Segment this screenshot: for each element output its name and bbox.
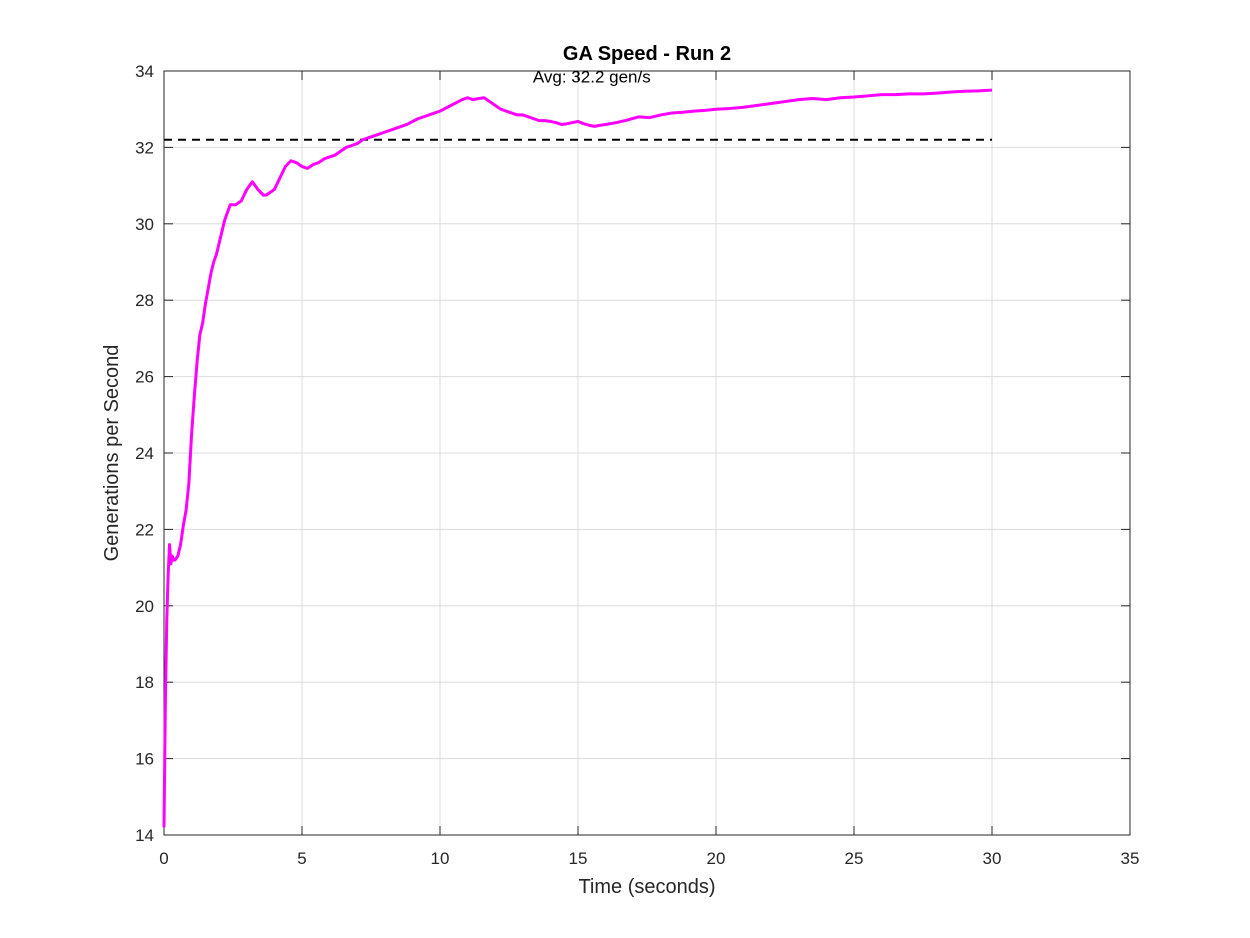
x-tick-label: 35 [1121, 849, 1140, 868]
y-tick-label: 24 [135, 444, 154, 463]
y-axis-ticks: 14 16 18 20 22 24 26 28 30 32 34 [135, 62, 1130, 845]
x-tick-label: 5 [297, 849, 306, 868]
y-tick-label: 20 [135, 597, 154, 616]
y-tick-label: 34 [135, 62, 154, 81]
x-axis-ticks: 0 5 10 15 20 25 30 35 [159, 71, 1139, 868]
x-tick-label: 30 [983, 849, 1002, 868]
y-tick-label: 22 [135, 520, 154, 539]
y-tick-label: 32 [135, 138, 154, 157]
y-tick-label: 14 [135, 826, 154, 845]
y-tick-label: 28 [135, 291, 154, 310]
x-tick-label: 20 [707, 849, 726, 868]
y-tick-label: 18 [135, 673, 154, 692]
x-tick-label: 10 [431, 849, 450, 868]
y-tick-label: 26 [135, 368, 154, 387]
x-tick-label: 15 [569, 849, 588, 868]
x-tick-label: 25 [845, 849, 864, 868]
y-axis-label: Generations per Second [101, 345, 123, 562]
grid [164, 71, 1130, 835]
x-tick-label: 0 [159, 849, 168, 868]
chart-title: GA Speed - Run 2 [563, 43, 731, 65]
series-line-speed [162, 88, 993, 828]
average-annotation: Avg: 32.2 gen/s [533, 68, 651, 87]
x-axis-label: Time (seconds) [578, 876, 715, 898]
y-tick-label: 16 [135, 750, 154, 769]
y-tick-label: 30 [135, 215, 154, 234]
